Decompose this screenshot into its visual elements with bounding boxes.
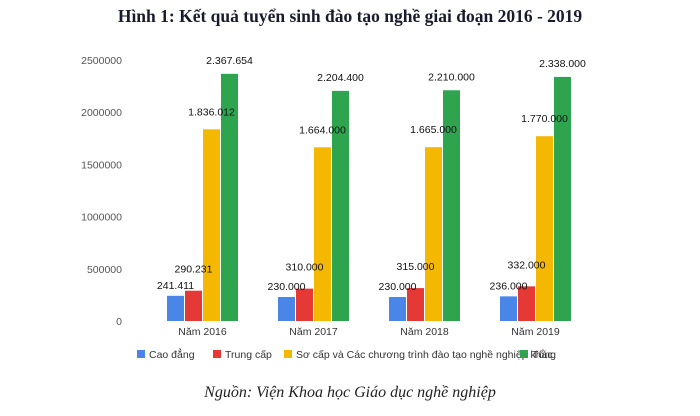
data-label: 2.338.000 bbox=[539, 58, 586, 70]
data-label: 230.000 bbox=[268, 281, 306, 293]
category-label: Năm 2017 bbox=[289, 326, 338, 338]
data-label: 290.231 bbox=[175, 264, 213, 276]
data-labels: 241.411 290.231 1.836.012 2.367.654 230.000 3… bbox=[157, 55, 586, 293]
data-label: 315.000 bbox=[397, 261, 435, 273]
legend-label: Tổng bbox=[532, 349, 556, 361]
bar-4-3 bbox=[443, 90, 460, 321]
bar-1-2 bbox=[278, 296, 295, 321]
y-tick-label: 2000000 bbox=[81, 107, 122, 119]
legend-swatch bbox=[137, 350, 145, 358]
legend-label: Sơ cấp và Các chương trình đào tạo nghề … bbox=[296, 349, 553, 361]
data-label: 230.000 bbox=[379, 281, 417, 293]
data-label: 1.664.000 bbox=[299, 124, 346, 136]
data-label: 241.411 bbox=[157, 280, 194, 292]
legend-swatch bbox=[284, 350, 292, 358]
data-label: 310.000 bbox=[286, 262, 324, 274]
bar-4-2 bbox=[332, 90, 349, 321]
data-label: 1.836.012 bbox=[188, 106, 235, 118]
bar-chart: 0 500000 1000000 1500000 2000000 2500000 241.… bbox=[81, 55, 586, 361]
data-label: 236.000 bbox=[490, 280, 528, 292]
data-label: 1.770.000 bbox=[521, 113, 568, 125]
bar-4-1 bbox=[221, 73, 238, 321]
bar-3-1 bbox=[203, 129, 220, 321]
data-label: 332.000 bbox=[508, 259, 546, 271]
data-label: 1.665.000 bbox=[410, 124, 457, 136]
y-tick-label: 500000 bbox=[87, 264, 122, 276]
bar-2-4 bbox=[518, 286, 535, 321]
legend-label: Trung cấp bbox=[225, 349, 272, 361]
category-label: Năm 2018 bbox=[400, 326, 449, 338]
bar-3-4 bbox=[536, 136, 553, 321]
y-tick-label: 1500000 bbox=[81, 159, 122, 171]
bar-3-2 bbox=[314, 147, 331, 321]
y-tick-label: 1000000 bbox=[81, 212, 122, 224]
bar-1-4 bbox=[500, 296, 517, 321]
source-note: Nguồn: Viện Khoa học Giáo dục nghề nghiệ… bbox=[204, 384, 496, 401]
y-tick-label: 2500000 bbox=[81, 55, 122, 67]
bar-1-1 bbox=[167, 295, 184, 321]
bars bbox=[167, 73, 571, 321]
data-label: 2.204.400 bbox=[317, 72, 364, 84]
x-axis-categories: Năm 2016 Năm 2017 Năm 2018 Năm 2019 bbox=[178, 326, 560, 338]
bar-2-2 bbox=[296, 288, 313, 321]
bar-4-4 bbox=[554, 76, 571, 321]
y-tick-label: 0 bbox=[116, 316, 122, 328]
chart-title: Hình 1: Kết quả tuyển sinh đào tạo nghề … bbox=[117, 6, 583, 26]
bar-2-3 bbox=[407, 288, 424, 321]
y-axis: 0 500000 1000000 1500000 2000000 2500000 bbox=[81, 55, 122, 328]
legend-swatch bbox=[520, 350, 528, 358]
category-label: Năm 2016 bbox=[178, 326, 227, 338]
bar-1-3 bbox=[389, 296, 406, 321]
legend: Cao đẳng Trung cấp Sơ cấp và Các chương tr… bbox=[137, 348, 556, 361]
category-label: Năm 2019 bbox=[511, 326, 560, 338]
data-label: 2.367.654 bbox=[206, 55, 253, 67]
bar-2-1 bbox=[185, 290, 202, 321]
legend-swatch bbox=[213, 350, 221, 358]
data-label: 2.210.000 bbox=[428, 71, 475, 83]
bar-3-3 bbox=[425, 147, 442, 321]
legend-label: Cao đẳng bbox=[149, 348, 195, 361]
